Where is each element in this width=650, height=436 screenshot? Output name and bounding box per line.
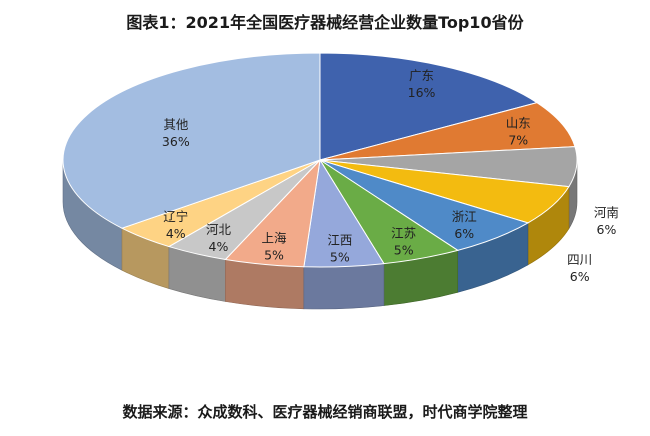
pie-sides (62, 159, 578, 310)
slice-value-四川: 6% (570, 269, 590, 284)
slice-label-上海: 上海 (262, 231, 288, 246)
slice-value-其他: 36% (162, 134, 190, 149)
slice-label-辽宁: 辽宁 (163, 209, 188, 224)
slice-value-江苏: 5% (394, 243, 414, 258)
slice-山东 (319, 102, 576, 161)
slice-side-上海 (225, 259, 305, 310)
slice-value-河南: 6% (597, 222, 617, 237)
slice-label-四川: 四川 (567, 252, 592, 267)
chart-title: 图表1：2021年全国医疗器械经营企业数量Top10省份 (126, 13, 524, 32)
slice-label-其他: 其他 (163, 117, 189, 132)
pie-tops (62, 52, 578, 268)
slice-label-山东: 山东 (506, 115, 531, 130)
slice-label-广东: 广东 (409, 68, 434, 83)
slice-value-上海: 5% (264, 248, 284, 263)
slice-label-江西: 江西 (327, 232, 352, 247)
slice-label-江苏: 江苏 (391, 226, 416, 241)
slice-其他 (62, 52, 321, 229)
slice-value-浙江: 6% (454, 226, 474, 241)
chart-source: 数据来源：众成数科、医疗器械经销商联盟，时代商学院整理 (122, 403, 528, 421)
slice-value-广东: 16% (408, 85, 436, 100)
slice-label-河南: 河南 (594, 205, 619, 220)
slice-value-辽宁: 4% (166, 226, 186, 241)
slice-value-江西: 5% (330, 249, 350, 264)
slice-value-山东: 7% (508, 132, 528, 147)
slice-side-江西 (303, 263, 385, 310)
slice-value-河北: 4% (209, 239, 229, 254)
slice-label-浙江: 浙江 (452, 209, 477, 224)
pie-labels: 广东 16% 山东 7% 河南 6% 四川 6% 浙江 6% 江苏 5% 江西 5% 上海 5% 河北 4% 辽宁 4… (162, 68, 619, 284)
slice-label-河北: 河北 (206, 222, 232, 237)
slice-广东 (319, 52, 539, 161)
